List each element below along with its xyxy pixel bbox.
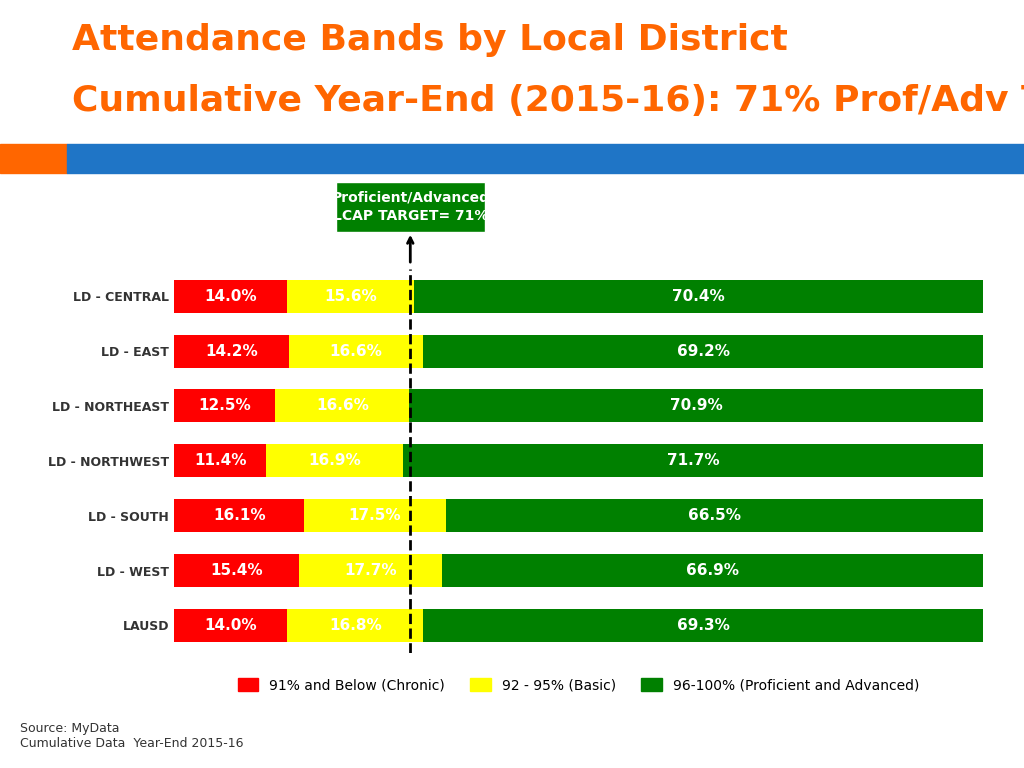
Text: 70.4%: 70.4% (672, 289, 725, 303)
Text: 17.7%: 17.7% (344, 563, 396, 578)
Text: 71.7%: 71.7% (667, 453, 719, 468)
Bar (174, 499, 304, 532)
Text: 17.5%: 17.5% (349, 508, 401, 523)
Bar (288, 609, 423, 642)
Text: 16.6%: 16.6% (330, 343, 383, 359)
Text: Cumulative Year-End (2015-16): 71% Prof/Adv Target: Cumulative Year-End (2015-16): 71% Prof/… (72, 84, 1024, 118)
Bar (403, 445, 983, 477)
Text: 14.0%: 14.0% (205, 289, 257, 303)
Bar (275, 389, 410, 422)
Bar (174, 445, 266, 477)
Bar (299, 554, 441, 587)
Bar (423, 609, 984, 642)
Bar (410, 389, 983, 422)
Legend: 91% and Below (Chronic), 92 - 95% (Basic), 96-100% (Proficient and Advanced): 91% and Below (Chronic), 92 - 95% (Basic… (232, 673, 925, 698)
Text: 70.9%: 70.9% (670, 399, 723, 413)
Text: 12.5%: 12.5% (199, 399, 251, 413)
Bar (0, 144, 67, 173)
Bar (423, 335, 983, 368)
Bar (289, 335, 423, 368)
Text: 66.5%: 66.5% (688, 508, 741, 523)
FancyBboxPatch shape (336, 182, 484, 232)
Bar (288, 280, 414, 313)
Bar (304, 499, 445, 532)
Text: 16.9%: 16.9% (308, 453, 361, 468)
Text: Source: MyData
Cumulative Data  Year-End 2015-16: Source: MyData Cumulative Data Year-End … (20, 722, 244, 750)
Bar (445, 499, 984, 532)
Text: 16.8%: 16.8% (329, 618, 382, 633)
Text: 69.3%: 69.3% (677, 618, 730, 633)
Text: Proficient/Advanced
LCAP TARGET= 71%: Proficient/Advanced LCAP TARGET= 71% (332, 190, 489, 223)
Bar (266, 445, 403, 477)
Bar (174, 280, 288, 313)
Bar (174, 389, 275, 422)
Bar (174, 609, 288, 642)
Bar (441, 554, 983, 587)
Text: Attendance Bands by Local District: Attendance Bands by Local District (72, 23, 787, 57)
Text: 16.6%: 16.6% (316, 399, 369, 413)
Text: 14.0%: 14.0% (205, 618, 257, 633)
Text: 11.4%: 11.4% (194, 453, 247, 468)
Text: 15.6%: 15.6% (324, 289, 377, 303)
Bar (414, 280, 983, 313)
Text: 66.9%: 66.9% (686, 563, 739, 578)
Bar (174, 335, 289, 368)
Bar (174, 554, 299, 587)
Text: 16.1%: 16.1% (213, 508, 265, 523)
Text: 69.2%: 69.2% (677, 343, 730, 359)
Text: 14.2%: 14.2% (205, 343, 258, 359)
Text: 15.4%: 15.4% (210, 563, 263, 578)
